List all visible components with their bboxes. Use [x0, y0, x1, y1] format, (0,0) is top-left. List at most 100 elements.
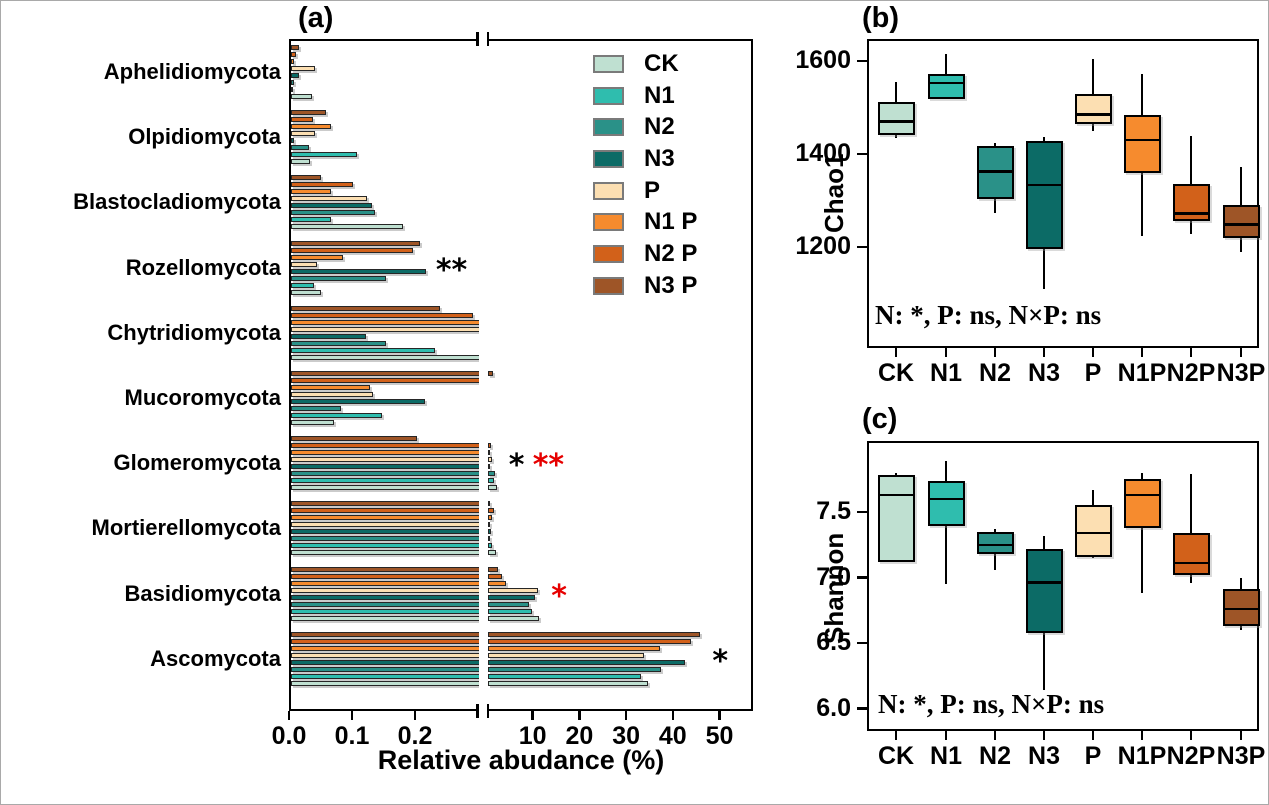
xtick-a-50 [718, 711, 721, 720]
bar-left-Ascomycota-N3P [291, 631, 480, 637]
bar-left-Aphelidiomycota-N1P [291, 59, 295, 64]
whisker-c-N1P [1140, 472, 1144, 594]
box-b-CK [877, 101, 915, 136]
xtick-b-N2P [1189, 348, 1193, 357]
bar-left-Rozellomycota-N1 [291, 282, 315, 288]
bar-right-Ascomycota-N1P [488, 645, 661, 651]
xtick-b-N3P [1239, 348, 1243, 357]
median-b-N1P [1125, 138, 1159, 142]
bar-left-Glomeromycota-N3P [291, 436, 417, 442]
ytick-label-b-1600: 1600 [795, 46, 851, 74]
xtick-b-N1P [1140, 348, 1144, 357]
xtick-c-CK [894, 731, 898, 740]
legend-swatch-N1 [593, 87, 624, 105]
xtick-label-c-P: P [1084, 742, 1102, 770]
bar-left-Basidiomycota-N3P [291, 566, 480, 572]
xtick-label-a-50: 50 [705, 722, 734, 750]
bar-left-Chytridiomycota-CK [291, 354, 480, 360]
bar-right-Ascomycota-CK [488, 680, 648, 686]
xtick-b-N3 [1042, 348, 1046, 357]
bar-right-Mortierellomycota-N2P [488, 508, 494, 514]
bar-left-Mortierellomycota-N2 [291, 536, 480, 542]
bar-left-Chytridiomycota-N2P [291, 312, 474, 318]
bar-right-Basidiomycota-N3 [488, 594, 536, 600]
xtick-label-a-0.2: 0.2 [397, 722, 433, 750]
xtick-c-P [1091, 731, 1095, 740]
ytick-label-c-7.5: 7.5 [816, 497, 851, 525]
xtick-c-N3P [1239, 731, 1243, 740]
legend-swatch-P [593, 182, 624, 200]
bar-right-Ascomycota-N2P [488, 638, 692, 644]
bar-left-Basidiomycota-N3 [291, 594, 480, 600]
bar-left-Aphelidiomycota-N2 [291, 80, 294, 85]
bar-right-Basidiomycota-N3P [488, 566, 498, 572]
xtick-b-N2 [993, 348, 997, 357]
xtick-b-P [1091, 348, 1095, 357]
xtick-label-a-0.0: 0.0 [271, 722, 307, 750]
whisker-c-N2P [1189, 474, 1193, 583]
panel-b-anova-annotation: N: *, P: ns, N×P: ns [875, 300, 1102, 330]
bar-left-Chytridiomycota-N3P [291, 305, 441, 311]
xtick-label-a-30: 30 [612, 722, 640, 750]
bar-right-Mortierellomycota-P [488, 522, 490, 528]
category-label-Glomeromycota: Glomeromycota [113, 450, 282, 476]
bar-right-Mucoromycota-N3P [488, 371, 493, 376]
bar-left-Mucoromycota-P [291, 392, 373, 397]
bar-left-Chytridiomycota-N2 [291, 340, 386, 346]
panel-b-frame [867, 39, 1259, 348]
bar-left-Mortierellomycota-N3 [291, 529, 480, 535]
box-b-N1 [927, 74, 965, 99]
ytick-c-6.0 [857, 707, 867, 710]
box-c-CK [877, 475, 915, 562]
legend-swatch-N3P [593, 277, 624, 295]
median-c-N2 [978, 543, 1012, 546]
bar-right-Ascomycota-P [488, 652, 645, 658]
panel-a-label: (a) [298, 2, 334, 34]
bar-left-Mortierellomycota-N2P [291, 508, 480, 514]
bar-left-Rozellomycota-CK [291, 289, 321, 295]
bar-right-Mortierellomycota-N3P [488, 501, 491, 507]
box-c-N1 [927, 480, 965, 527]
bar-left-Glomeromycota-N1 [291, 478, 480, 484]
bar-left-Mortierellomycota-CK [291, 550, 480, 556]
bar-left-Mucoromycota-N1 [291, 413, 382, 418]
xtick-a-0.0 [287, 711, 291, 720]
bar-right-Basidiomycota-N1P [488, 580, 507, 586]
xtick-label-c-N3P: N3P [1216, 742, 1266, 770]
bar-left-Rozellomycota-P [291, 261, 318, 267]
bar-left-Rozellomycota-N2P [291, 247, 414, 253]
significance-Glomeromycota-1: ** [532, 448, 565, 484]
panel-c-frame [867, 441, 1259, 731]
category-label-Mortierellomycota: Mortierellomycota [91, 515, 282, 541]
bar-left-Olpidiomycota-N3 [291, 138, 295, 144]
box-b-N1P [1123, 115, 1161, 173]
bar-left-Chytridiomycota-N1P [291, 319, 480, 325]
bar-left-Blastocladiomycota-N1 [291, 217, 331, 223]
xtick-label-c-CK: CK [877, 742, 915, 770]
box-b-P [1074, 93, 1112, 125]
bar-left-Ascomycota-N2P [291, 638, 480, 644]
ytick-label-b-1200: 1200 [795, 232, 851, 260]
bar-left-Blastocladiomycota-N2P [291, 182, 353, 188]
xtick-label-b-CK: CK [877, 359, 915, 387]
box-c-P [1074, 505, 1112, 557]
bar-right-Mortierellomycota-N3 [488, 529, 491, 535]
bar-left-Olpidiomycota-N2 [291, 145, 310, 151]
category-label-Rozellomycota: Rozellomycota [125, 254, 281, 280]
panel-a-frame [289, 39, 753, 711]
box-b-N3P [1222, 205, 1260, 238]
bar-left-Basidiomycota-P [291, 587, 480, 593]
xtick-c-N2P [1189, 731, 1193, 740]
xtick-label-b-N2: N2 [979, 359, 1011, 387]
ytick-b-1200 [857, 245, 867, 249]
significance-Rozellomycota-0: ** [435, 252, 468, 288]
box-b-N3 [1025, 140, 1063, 249]
bar-left-Aphelidiomycota-N3 [291, 73, 299, 78]
bar-left-Mortierellomycota-P [291, 522, 480, 528]
bar-left-Mucoromycota-N2P [291, 378, 480, 383]
bar-right-Glomeromycota-P [488, 457, 492, 463]
panel-a-xaxis-title: Relative abudance (%) [377, 745, 665, 775]
bar-left-Aphelidiomycota-CK [291, 94, 312, 99]
bar-left-Basidiomycota-CK [291, 615, 480, 621]
median-b-N3P [1224, 223, 1258, 226]
